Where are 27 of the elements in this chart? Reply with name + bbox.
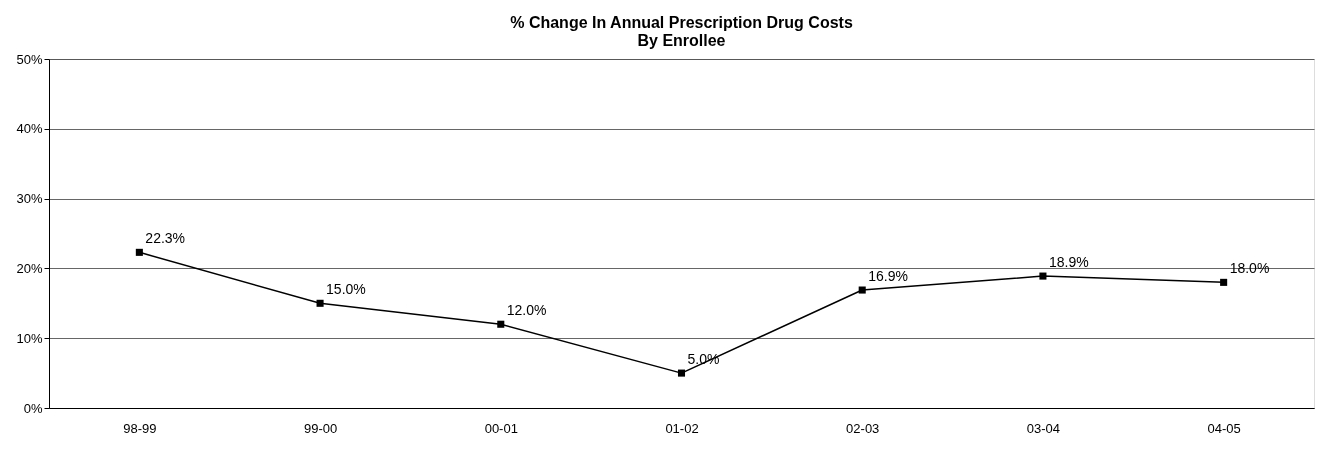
data-label: 18.9%: [1048, 254, 1089, 271]
point: [1039, 272, 1047, 280]
point: [1220, 278, 1228, 286]
x-tick-label: 01-02: [665, 420, 699, 436]
data-label: 12.0%: [506, 302, 547, 319]
text: By Enrollee: [637, 32, 726, 49]
y-tick-label: 10%: [16, 330, 43, 346]
x-tick-label: 03-04: [1026, 420, 1061, 436]
text: % Change In Annual Prescription Drug Costs: [510, 14, 853, 31]
data-label: 22.3%: [145, 230, 186, 247]
x-tick-label: 00-01: [484, 420, 518, 436]
point: [497, 320, 505, 328]
point: [858, 286, 866, 294]
y-tick-label: 50%: [16, 51, 43, 67]
point: [135, 248, 143, 256]
y-tick-label: 40%: [16, 121, 43, 137]
x-tick-label: 99-00: [303, 420, 338, 436]
y-tick-label: 20%: [16, 260, 43, 276]
x-tick-label: 04-05: [1207, 420, 1241, 436]
point: [677, 369, 686, 377]
x-tick-label: 02-03: [846, 420, 880, 436]
y-tick-label: 0%: [23, 400, 43, 416]
x-tick-label: 98-99: [123, 420, 157, 436]
data-label: 16.9%: [868, 268, 908, 285]
y-tick-label: 30%: [16, 191, 43, 207]
point: [316, 299, 324, 307]
data-label: 15.0%: [326, 281, 366, 298]
